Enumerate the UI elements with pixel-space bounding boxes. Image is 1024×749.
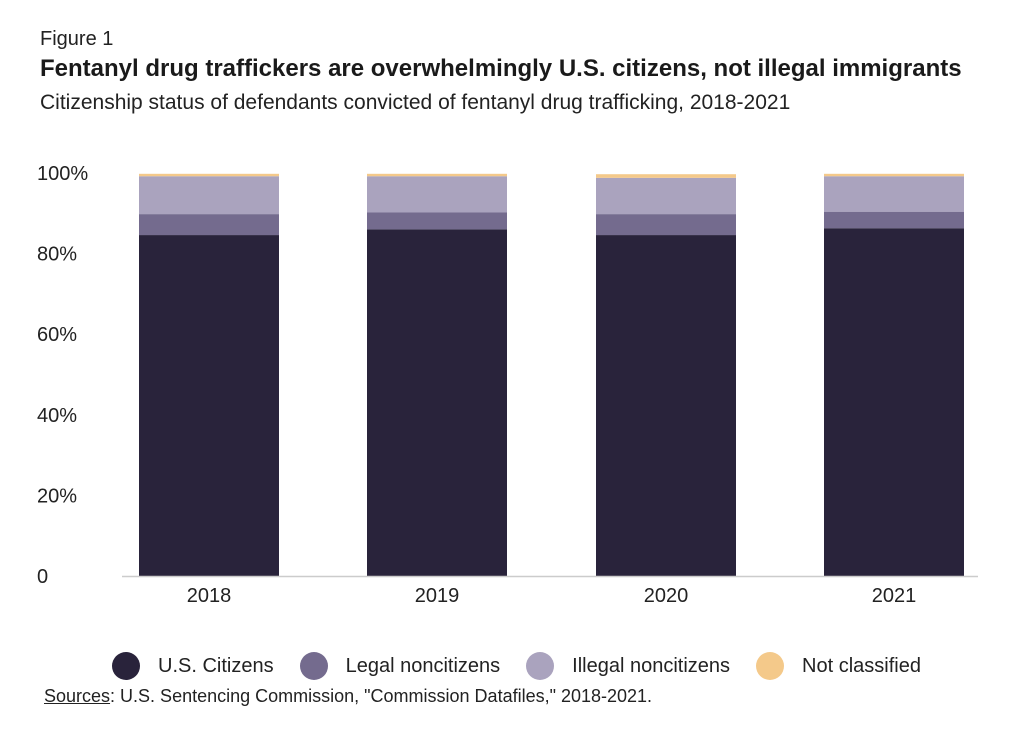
- source-label: Sources: [44, 686, 111, 706]
- y-tick-label: 60%: [37, 324, 77, 346]
- bar-segment-legal-noncitizens-2018: [139, 214, 279, 236]
- stacked-bar-chart: 100% 80% 60% 40% 20% 0 2018 2019 2020 2021: [37, 163, 978, 607]
- bar-segment-illegal-noncitizens-2019: [367, 176, 507, 213]
- x-tick-label-2020: 2020: [644, 585, 689, 607]
- legend-swatch: [756, 652, 785, 680]
- legend-swatch: [526, 652, 555, 680]
- chart-legend: U.S. Citizens Legal noncitizens Illegal no…: [112, 652, 947, 680]
- bar-segment-u-s-citizens-2018: [139, 235, 279, 576]
- bar-group-2020: [596, 174, 736, 576]
- bar-segment-illegal-noncitizens-2020: [596, 177, 736, 215]
- bar-segment-not-classified-2019: [367, 173, 507, 177]
- y-axis-ticks: 100% 80% 60% 40% 20% 0: [37, 163, 88, 588]
- bar-segment-not-classified-2020: [596, 174, 736, 178]
- bar-group-2021: [824, 173, 964, 576]
- bar-segment-illegal-noncitizens-2021: [824, 176, 964, 212]
- bar-groups: [139, 173, 964, 577]
- y-tick-label: 100%: [37, 163, 88, 185]
- x-tick-label-2021: 2021: [872, 585, 917, 607]
- legend-swatch: [112, 652, 140, 680]
- legend-item-legal-noncitizens: Legal noncitizens: [299, 652, 501, 680]
- chart-title: Fentanyl drug traffickers are overwhelmi…: [40, 55, 962, 82]
- y-tick-label: 80%: [37, 244, 77, 266]
- legend-item-not-classified: Not classified: [756, 652, 921, 680]
- y-tick-label: 40%: [37, 405, 77, 427]
- legend-label: Not classified: [802, 654, 921, 677]
- bar-segment-illegal-noncitizens-2018: [139, 176, 279, 215]
- x-tick-label-2018: 2018: [187, 585, 232, 607]
- legend-item-u-s-citizens: U.S. Citizens: [112, 652, 274, 680]
- x-axis-ticks: 2018 2019 2020 2021: [187, 585, 917, 607]
- source-note: Sources: U.S. Sentencing Commission, "Co…: [44, 686, 652, 707]
- x-tick-label-2019: 2019: [415, 585, 460, 607]
- bar-segment-legal-noncitizens-2020: [596, 214, 736, 236]
- legend-item-illegal-noncitizens: Illegal noncitizens: [526, 652, 730, 680]
- bar-segment-u-s-citizens-2020: [596, 235, 736, 576]
- chart-subtitle: Citizenship status of defendants convict…: [40, 91, 791, 114]
- y-tick-label: 20%: [37, 485, 77, 507]
- bar-group-2019: [367, 173, 507, 577]
- legend-label: Legal noncitizens: [345, 654, 501, 677]
- legend-label: U.S. Citizens: [158, 654, 274, 677]
- bar-segment-legal-noncitizens-2019: [367, 212, 507, 230]
- bar-segment-legal-noncitizens-2021: [824, 211, 964, 229]
- bar-segment-not-classified-2018: [139, 173, 279, 177]
- bar-segment-not-classified-2021: [824, 173, 964, 177]
- y-tick-label: 0: [37, 566, 48, 588]
- bar-segment-u-s-citizens-2019: [367, 229, 507, 577]
- bar-group-2018: [139, 173, 279, 576]
- source-text: : U.S. Sentencing Commission, "Commissio…: [110, 686, 653, 706]
- legend-swatch: [299, 652, 328, 680]
- figure-label: Figure 1: [40, 28, 114, 50]
- bar-segment-u-s-citizens-2021: [824, 228, 964, 576]
- legend-label: Illegal noncitizens: [572, 654, 731, 677]
